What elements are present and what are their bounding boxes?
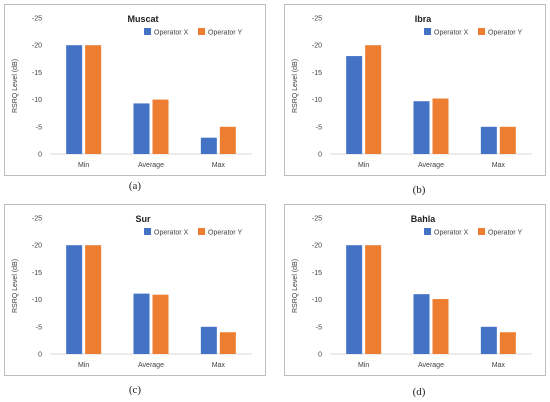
chart-title: Muscat	[127, 14, 158, 24]
y-axis-label: RSRQ Level (dB)	[12, 259, 19, 313]
legend-label: Operator Y	[488, 30, 522, 37]
bar	[499, 126, 516, 154]
legend-swatch	[424, 228, 431, 235]
y-tick-label: -5	[36, 324, 42, 331]
legend-label: Operator X	[154, 30, 189, 37]
bar	[219, 126, 236, 154]
x-tick-label: Max	[212, 362, 226, 369]
bar	[152, 294, 169, 354]
legend-swatch	[198, 228, 205, 235]
x-tick-label: Max	[212, 162, 226, 169]
y-tick-label: -5	[316, 324, 322, 331]
y-tick-label: 0	[318, 152, 322, 159]
bar	[133, 293, 150, 354]
chart-title: Sur	[135, 214, 151, 224]
bar	[432, 299, 449, 354]
x-tick-label: Max	[492, 362, 506, 369]
y-tick-label: -10	[32, 297, 42, 304]
chart-svg-a: -25 -20 -15 -10 -5 0 RSRQ Level (dB) Muscat Oper…	[4, 4, 266, 176]
legend-swatch	[144, 228, 151, 235]
y-tick-label: -20	[312, 43, 322, 50]
y-tick-label: -15	[32, 70, 42, 77]
bar	[85, 245, 102, 354]
legend-label: Operator Y	[208, 230, 242, 237]
bar	[133, 103, 150, 154]
chart-title: Bahla	[411, 214, 437, 224]
y-tick-label: -20	[312, 243, 322, 250]
y-tick-label: -25	[32, 216, 42, 223]
x-tick-label: Average	[138, 162, 164, 169]
bar	[66, 45, 83, 155]
bar	[152, 99, 169, 154]
caption-a: (a)	[128, 180, 142, 192]
x-tick-label: Min	[78, 362, 89, 369]
y-axis-label: RSRQ Level (dB)	[12, 59, 19, 113]
bar	[365, 245, 382, 354]
y-tick-label: -25	[312, 16, 322, 23]
y-tick-label: -20	[32, 243, 42, 250]
y-tick-label: -20	[32, 43, 42, 50]
x-tick-label: Max	[492, 162, 506, 169]
bar	[365, 45, 382, 155]
x-tick-label: Min	[358, 362, 369, 369]
legend-swatch	[144, 28, 151, 35]
x-tick-label: Min	[78, 162, 89, 169]
bar	[200, 326, 217, 354]
y-tick-label: 0	[318, 352, 322, 359]
chart-panel-d: -25 -20 -15 -10 -5 0 RSRQ Level (dB) Bahla Opera…	[284, 204, 546, 376]
caption-c: (c)	[128, 384, 142, 396]
legend-swatch	[478, 228, 485, 235]
y-tick-label: -15	[312, 70, 322, 77]
bar	[432, 98, 449, 154]
y-tick-label: 0	[38, 152, 42, 159]
y-tick-label: -10	[32, 97, 42, 104]
bar	[346, 245, 363, 354]
chart-panel-a: -25 -20 -15 -10 -5 0 RSRQ Level (dB) Muscat Oper…	[4, 4, 266, 176]
y-tick-label: -5	[316, 124, 322, 131]
bar	[480, 126, 497, 154]
bar	[66, 245, 83, 354]
bar	[85, 45, 102, 155]
y-tick-label: -10	[312, 97, 322, 104]
legend-label: Operator Y	[488, 230, 522, 237]
legend-label: Operator X	[154, 230, 189, 237]
x-tick-label: Min	[358, 162, 369, 169]
chart-panel-c: -25 -20 -15 -10 -5 0 RSRQ Level (dB) Sur Operato…	[4, 204, 266, 376]
y-tick-label: -25	[32, 16, 42, 23]
chart-svg-d: -25 -20 -15 -10 -5 0 RSRQ Level (dB) Bahla Opera…	[284, 204, 546, 376]
chart-panel-b: -25 -20 -15 -10 -5 0 RSRQ Level (dB) Ibra Operat…	[284, 4, 546, 176]
y-tick-label: 0	[38, 352, 42, 359]
bar	[413, 101, 430, 154]
bar	[413, 294, 430, 354]
y-axis-label: RSRQ Level (dB)	[292, 59, 299, 113]
bar	[480, 326, 497, 354]
legend-swatch	[198, 28, 205, 35]
x-tick-label: Average	[418, 162, 444, 169]
y-tick-label: -15	[312, 270, 322, 277]
legend-swatch	[424, 28, 431, 35]
bar	[499, 332, 516, 354]
caption-b: (b)	[412, 184, 426, 196]
x-tick-label: Average	[138, 362, 164, 369]
x-tick-label: Average	[418, 362, 444, 369]
legend-swatch	[478, 28, 485, 35]
y-tick-label: -15	[32, 270, 42, 277]
legend-label: Operator X	[434, 230, 469, 237]
bar	[219, 332, 236, 354]
legend-label: Operator Y	[208, 30, 242, 37]
y-tick-label: -5	[36, 124, 42, 131]
y-tick-label: -25	[312, 216, 322, 223]
caption-d: (d)	[412, 386, 426, 398]
bar	[200, 137, 217, 154]
legend-label: Operator X	[434, 30, 469, 37]
y-tick-label: -10	[312, 297, 322, 304]
bar	[346, 56, 363, 154]
y-axis-label: RSRQ Level (dB)	[292, 259, 299, 313]
chart-title: Ibra	[415, 14, 433, 24]
